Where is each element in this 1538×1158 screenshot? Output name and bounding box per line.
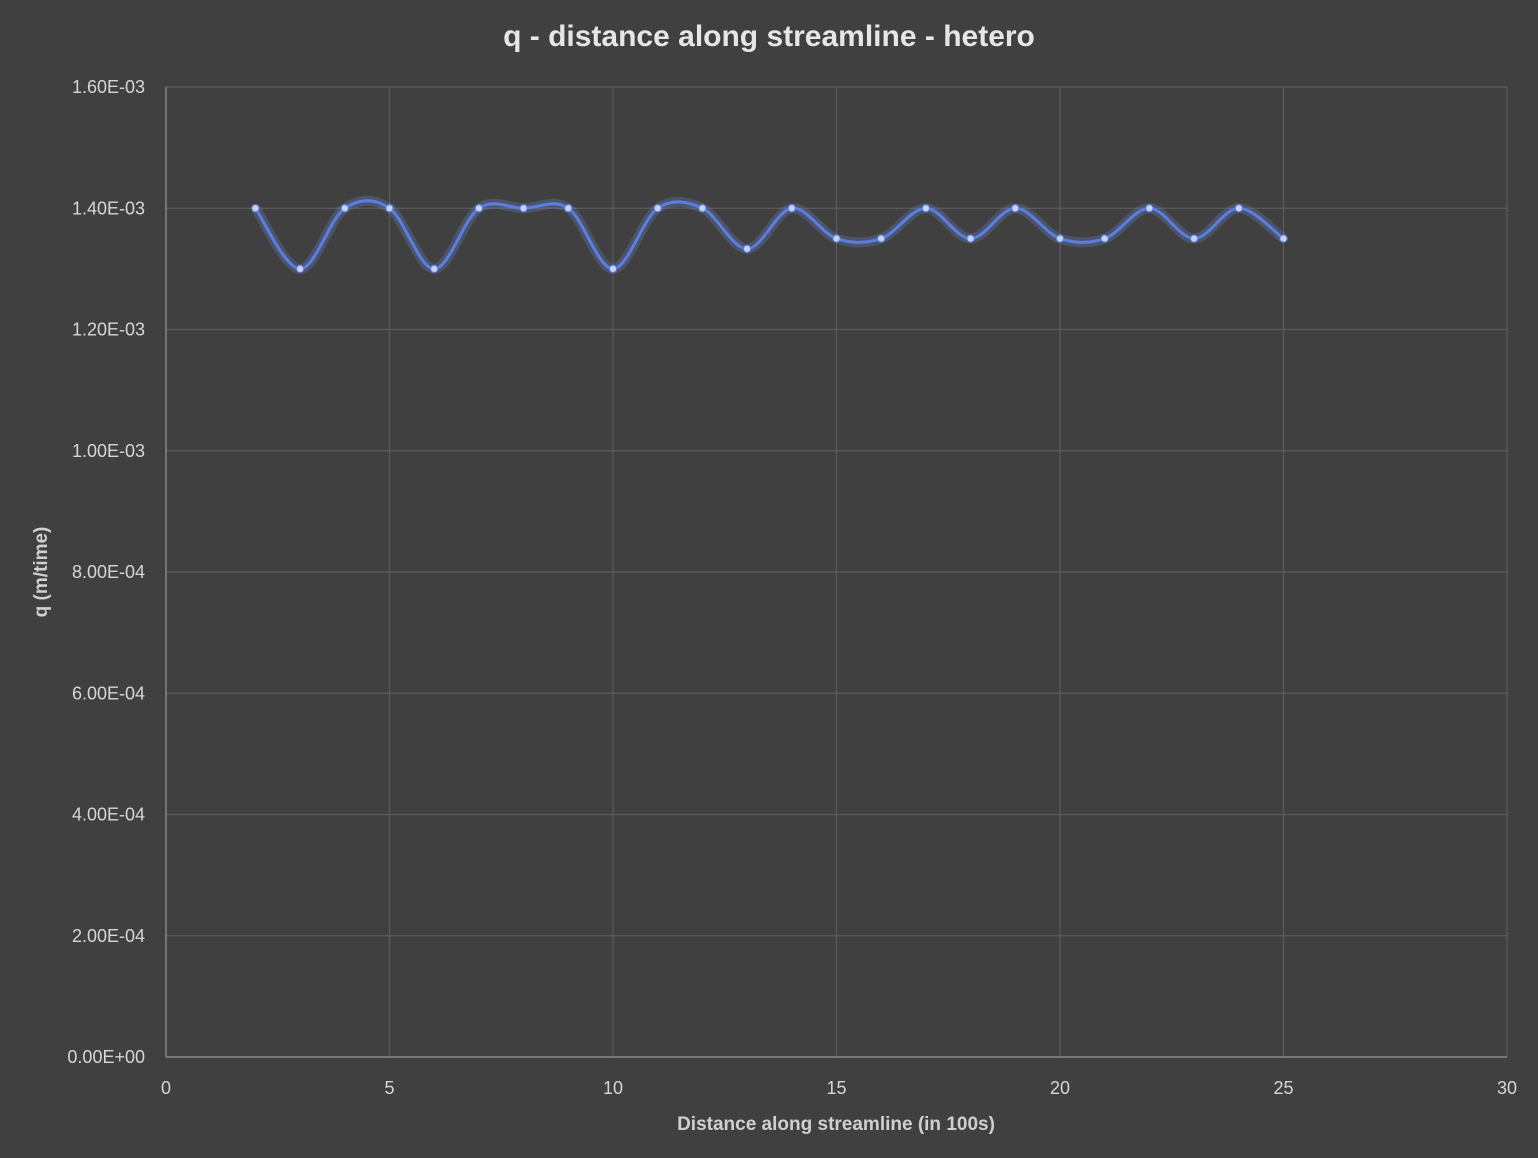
data-point bbox=[474, 204, 483, 213]
data-point bbox=[832, 234, 841, 243]
x-tick-label: 15 bbox=[826, 1078, 846, 1098]
data-point bbox=[743, 244, 752, 253]
data-point bbox=[877, 234, 886, 243]
y-tick-label: 1.40E-03 bbox=[72, 198, 145, 218]
data-point bbox=[296, 264, 305, 273]
data-point bbox=[340, 204, 349, 213]
x-tick-label: 5 bbox=[384, 1078, 394, 1098]
x-tick-label: 30 bbox=[1497, 1078, 1517, 1098]
x-tick-label: 10 bbox=[603, 1078, 623, 1098]
data-point bbox=[1100, 234, 1109, 243]
data-point bbox=[698, 204, 707, 213]
data-point bbox=[1011, 204, 1020, 213]
data-point bbox=[564, 204, 573, 213]
y-tick-label: 8.00E-04 bbox=[72, 562, 145, 582]
x-tick-label: 0 bbox=[161, 1078, 171, 1098]
data-point bbox=[653, 204, 662, 213]
data-points bbox=[251, 204, 1288, 273]
series-line-glow bbox=[251, 195, 1287, 274]
series bbox=[251, 195, 1287, 274]
tick-labels: 0.00E+00 2.00E-04 4.00E-04 6.00E-04 8.00E-04… bbox=[67, 77, 1517, 1098]
data-point bbox=[519, 204, 528, 213]
data-point bbox=[430, 264, 439, 273]
y-tick-label: 0.00E+00 bbox=[67, 1047, 145, 1067]
y-tick-label: 4.00E-04 bbox=[72, 805, 145, 825]
y-tick-label: 1.60E-03 bbox=[72, 77, 145, 97]
data-point bbox=[608, 264, 618, 273]
data-point bbox=[966, 234, 975, 243]
grid bbox=[166, 86, 1508, 1057]
data-point bbox=[1279, 234, 1288, 243]
y-tick-label: 6.00E-04 bbox=[72, 683, 145, 703]
data-point bbox=[787, 204, 796, 213]
data-point bbox=[921, 204, 931, 213]
x-tick-label: 20 bbox=[1050, 1078, 1070, 1098]
chart-title: q - distance along streamline - hetero bbox=[503, 20, 1035, 53]
x-axis-label: Distance along streamline (in 100s) bbox=[677, 1114, 995, 1135]
y-tick-label: 2.00E-04 bbox=[72, 926, 145, 946]
data-point bbox=[1055, 234, 1065, 243]
data-point bbox=[1190, 234, 1199, 243]
data-point bbox=[1234, 204, 1243, 213]
y-tick-label: 1.20E-03 bbox=[72, 320, 145, 340]
axes bbox=[165, 87, 1507, 1058]
data-point bbox=[385, 204, 394, 213]
y-axis-label: q (m/time) bbox=[31, 527, 52, 618]
x-tick-label: 25 bbox=[1273, 1078, 1293, 1098]
y-tick-label: 1.00E-03 bbox=[72, 441, 145, 461]
data-point bbox=[251, 204, 260, 213]
data-point bbox=[1145, 204, 1154, 213]
